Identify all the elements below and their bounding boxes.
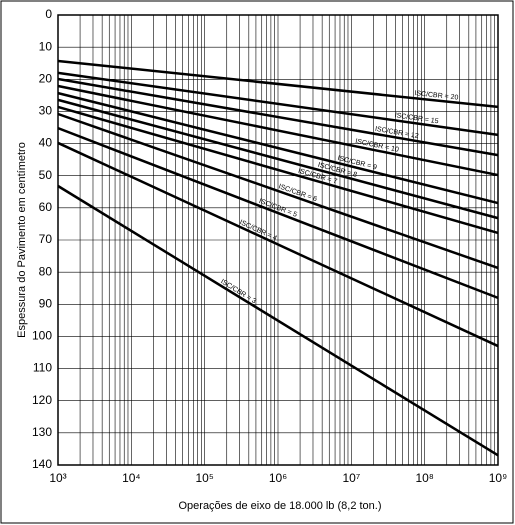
series-line (57, 105, 499, 235)
series-line (57, 98, 499, 220)
y-tick-label: 30 (39, 104, 53, 118)
series-line (57, 112, 499, 270)
line-label: ISC/CBR = 20 (414, 90, 459, 102)
x-tick-label: 10⁵ (196, 471, 214, 485)
x-tick-label: 10⁴ (122, 471, 141, 485)
y-tick-label: 10 (39, 39, 53, 53)
series-line (57, 184, 499, 457)
y-tick-label: 140 (32, 457, 52, 471)
x-tick-label: 10³ (49, 471, 66, 485)
y-tick-label: 120 (32, 393, 52, 407)
x-axis-label: Operações de eixo de 18.000 lb (8,2 ton.… (178, 500, 381, 512)
y-tick-label: 130 (32, 425, 52, 439)
y-tick-label: 0 (45, 7, 52, 21)
y-tick-label: 80 (39, 264, 53, 278)
line-label: ISC/CBR = 3 (219, 278, 257, 305)
x-tick-label: 10⁷ (342, 471, 360, 485)
series-line (57, 141, 499, 348)
y-tick-label: 40 (39, 136, 53, 150)
y-tick-label: 60 (39, 200, 53, 214)
line-label: ISC/CBR = 4 (238, 219, 278, 242)
series-line (57, 59, 499, 109)
x-tick-label: 10⁶ (269, 471, 287, 485)
y-tick-label: 20 (39, 71, 53, 85)
series-line (57, 84, 499, 177)
y-axis-label: Espessura do Pavimento em centímetro (16, 142, 28, 338)
series-line (57, 77, 499, 157)
x-tick-label: 10⁹ (489, 471, 508, 485)
series-line (57, 126, 499, 300)
x-tick-label: 10⁸ (415, 471, 433, 485)
series-line (57, 71, 499, 137)
y-tick-label: 100 (32, 329, 52, 343)
y-tick-label: 50 (39, 168, 53, 182)
y-tick-label: 90 (39, 296, 53, 310)
y-tick-label: 70 (39, 232, 53, 246)
series-line (57, 91, 499, 205)
y-tick-label: 110 (33, 361, 52, 375)
